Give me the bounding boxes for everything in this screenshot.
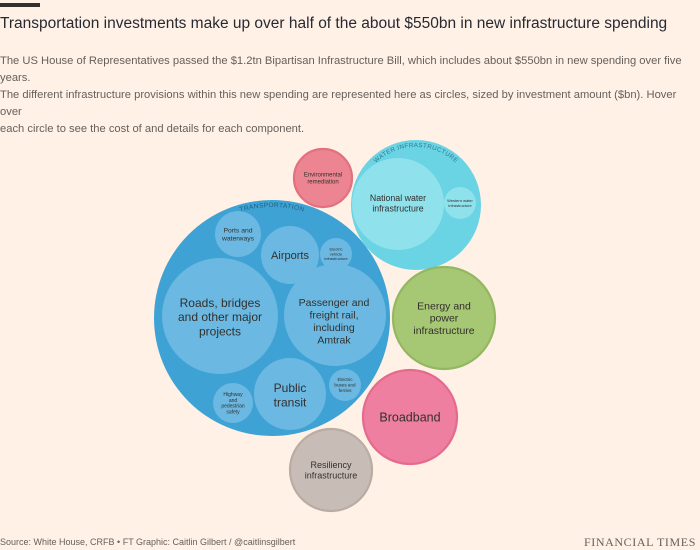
label-highway-safety: Highway and pedestrian safety: [221, 392, 245, 416]
bubble-ports-waterways[interactable]: [215, 211, 261, 257]
label-national-water: National water infrastructure: [370, 193, 426, 213]
subtitle-line: each circle to see the cost of and detai…: [0, 123, 305, 135]
ft-logo: FINANCIAL TIMES: [583, 535, 696, 549]
source-note: Source: White House, CRFB • FT Graphic: …: [0, 537, 296, 547]
label-roads-bridges: Roads, bridges and other major projects: [178, 296, 262, 338]
label-ports-waterways: Ports and waterways: [221, 227, 255, 242]
label-western-water: Western water infrastructure: [447, 198, 473, 208]
bubble-national-water[interactable]: [352, 158, 444, 250]
bubble-electric-buses[interactable]: [329, 369, 361, 401]
bubble-passenger-freight-rail[interactable]: [284, 264, 386, 366]
chart-subtitle: The US House of Representatives passed t…: [0, 53, 700, 138]
bubble-highway-safety[interactable]: [213, 383, 253, 423]
bubble-broadband[interactable]: [361, 368, 459, 466]
bubble-roads-bridges[interactable]: [162, 258, 278, 374]
bubble-western-water[interactable]: [444, 187, 476, 219]
bubble-airports[interactable]: [261, 226, 319, 284]
bubble-electric-vehicle[interactable]: [320, 238, 352, 270]
label-electric-buses: Electric buses and ferries: [334, 377, 356, 393]
header-rule: [0, 3, 40, 7]
label-public-transit: Public transit: [274, 381, 307, 409]
subtitle-line: The different infrastructure provisions …: [0, 89, 677, 118]
bubble-environmental-remediation[interactable]: [292, 147, 354, 209]
label-energy-power: Energy and power infrastructure: [413, 300, 474, 337]
label-resiliency: Resiliency infrastructure: [305, 460, 358, 481]
label-passenger-freight-rail: Passenger and freight rail, including Amtra…: [299, 297, 370, 346]
label-environmental-remediation: Environmental remediation: [304, 173, 342, 186]
bubble-resiliency[interactable]: [288, 427, 374, 513]
bubble-energy-power[interactable]: [391, 265, 497, 371]
transportation-group-label: TRANSPORTATION: [239, 202, 305, 214]
label-broadband: Broadband: [379, 410, 440, 424]
bubble-public-transit[interactable]: [254, 358, 326, 430]
subtitle-line: The US House of Representatives passed t…: [0, 55, 682, 84]
chart-title: Transportation investments make up over …: [0, 15, 668, 32]
label-airports: Airports: [271, 250, 309, 262]
label-electric-vehicle: Electric vehicle infrastructure: [324, 247, 348, 261]
